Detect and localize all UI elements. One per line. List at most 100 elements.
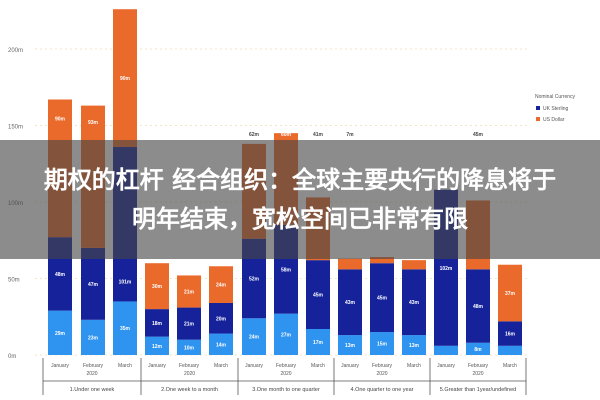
bar-segment	[209, 333, 233, 355]
data-label: 21m	[184, 290, 195, 296]
data-label: 17m	[313, 340, 324, 346]
data-label: 13m	[345, 343, 356, 349]
x-tick-label: March	[503, 363, 517, 369]
data-label: 16m	[505, 332, 516, 338]
year-label: 2020	[184, 371, 195, 377]
data-label: 45m	[377, 296, 388, 302]
bar-segment	[434, 345, 458, 355]
data-label: 52m	[249, 277, 260, 283]
x-tick-label: March	[407, 363, 421, 369]
bar-segment	[498, 321, 522, 346]
data-label: 37m	[505, 291, 516, 297]
bar-segment	[370, 257, 394, 264]
data-label: 15m	[377, 342, 388, 348]
x-tick-label: March	[311, 363, 325, 369]
headline-banner: 期权的杠杆 经合组织：全球主要央行的降息将于明年结束，宽松空间已非常有限	[0, 140, 600, 259]
data-label: 29m	[55, 331, 66, 337]
data-label: 90m	[120, 76, 131, 82]
bar-segment	[402, 269, 426, 336]
x-tick-label: February	[372, 363, 393, 369]
bar-segment	[370, 332, 394, 355]
bar-segment	[145, 309, 169, 337]
bar-segment	[145, 263, 169, 310]
x-tick-label: February	[276, 363, 297, 369]
bar-segment	[466, 269, 490, 343]
bar-segment	[338, 335, 362, 355]
legend-title: Nominal Currency	[535, 94, 576, 100]
data-label: 48m	[473, 304, 484, 310]
bar-segment	[274, 313, 298, 355]
data-label: 62m	[249, 132, 260, 138]
bar-segment	[402, 335, 426, 355]
legend-label: US Dollar	[543, 117, 565, 123]
year-label: 2020	[280, 371, 291, 377]
x-tick-label: March	[214, 363, 228, 369]
data-label: 18m	[152, 321, 163, 327]
bar-segment	[498, 264, 522, 322]
bar-segment	[370, 263, 394, 333]
data-label: 58m	[281, 267, 292, 273]
x-tick-label: February	[83, 363, 104, 369]
bar-segment	[466, 342, 490, 355]
x-tick-label: January	[437, 363, 455, 369]
headline-title: 期权的杠杆 经合组织：全球主要央行的降息将于明年结束，宽松空间已非常有限	[43, 165, 557, 233]
group-label: 2.One week to a month	[161, 387, 218, 393]
bar-segment	[145, 336, 169, 355]
y-tick-label: 0m	[8, 354, 16, 360]
data-label: 12m	[152, 344, 163, 350]
data-label: 30m	[152, 284, 163, 290]
data-label: 35m	[120, 326, 131, 332]
bar-segment	[338, 258, 362, 270]
bar-segment	[177, 307, 201, 340]
x-tick-label: January	[148, 363, 166, 369]
data-label: 45m	[313, 293, 324, 299]
group-label: 3.One month to one quarter	[252, 387, 320, 393]
data-label: 10m	[184, 345, 195, 351]
bar-segment	[498, 345, 522, 355]
year-label: 2020	[472, 371, 483, 377]
data-label: 43m	[345, 300, 356, 306]
data-label: 41m	[313, 132, 324, 138]
bar-segment	[48, 310, 72, 355]
bar-segment	[402, 260, 426, 270]
bar-segment	[113, 301, 137, 355]
bar-segment	[338, 269, 362, 336]
y-tick-label: 50m	[8, 278, 20, 284]
x-tick-label: February	[179, 363, 200, 369]
bar-segment	[177, 275, 201, 308]
x-tick-label: February	[468, 363, 489, 369]
data-label: 60m	[281, 132, 292, 138]
y-tick-label: 200m	[8, 48, 23, 54]
data-label: 13m	[409, 343, 420, 349]
data-label: 23m	[88, 335, 99, 341]
legend-swatch	[536, 106, 540, 110]
legend-label: UK Sterling	[543, 106, 569, 112]
data-label: 102m	[440, 266, 453, 272]
bar-segment	[242, 318, 266, 355]
year-label: 2020	[376, 371, 387, 377]
data-label: 47m	[88, 282, 99, 288]
group-label: 1.Under one week	[70, 387, 115, 393]
bar-segment	[306, 260, 330, 329]
legend-swatch	[536, 117, 540, 121]
data-label: 21m	[184, 322, 195, 328]
bar-segment	[177, 339, 201, 355]
group-label: 5.Greater than 1year/undefined	[440, 387, 516, 393]
data-label: 45m	[473, 132, 484, 138]
x-tick-label: January	[51, 363, 69, 369]
x-tick-label: January	[341, 363, 359, 369]
x-tick-label: March	[118, 363, 132, 369]
data-label: 14m	[216, 342, 227, 348]
bar-segment	[306, 328, 330, 355]
bar-segment	[209, 266, 233, 303]
bar-segment	[81, 319, 105, 355]
data-label: 93m	[88, 120, 99, 126]
x-tick-label: January	[245, 363, 263, 369]
data-label: 24m	[216, 283, 227, 289]
bar-segment	[113, 9, 137, 147]
data-label: 7m	[346, 132, 354, 138]
data-label: 20m	[216, 316, 227, 322]
bar-segment	[209, 302, 233, 334]
data-label: 27m	[281, 332, 292, 338]
data-label: 24m	[249, 335, 260, 341]
